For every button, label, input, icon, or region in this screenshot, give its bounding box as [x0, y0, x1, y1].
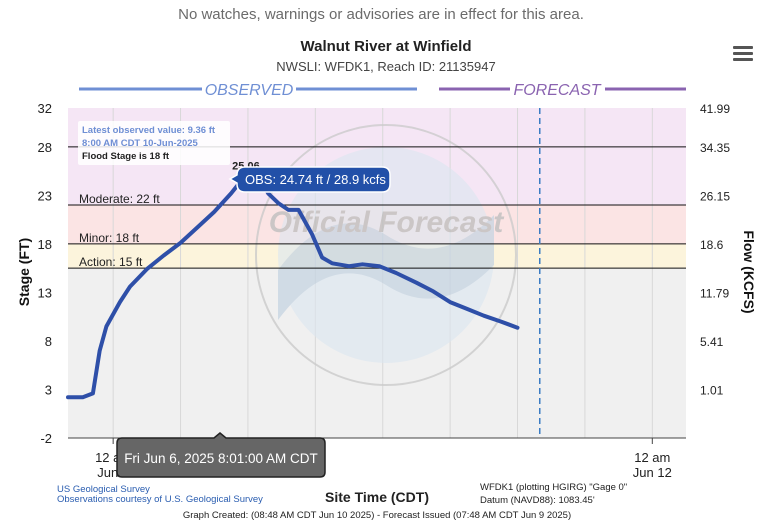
- chart-title: Walnut River at Winfield: [301, 38, 472, 55]
- minor-stage-label: Minor: 18 ft: [79, 231, 140, 245]
- flow-tick-label: 5.41: [700, 335, 724, 349]
- flow-tick-label: 34.35: [700, 141, 730, 155]
- no-advisories-banner: No watches, warnings or advisories are i…: [178, 6, 584, 23]
- y-tick-label: 3: [45, 382, 52, 397]
- flow-axis-title: Flow (KCFS): [741, 230, 757, 313]
- flood-stage-note: Flood Stage is 18 ft: [82, 151, 170, 162]
- flow-tick-label: 1.01: [700, 383, 724, 397]
- flow-tick-label: 41.99: [700, 102, 730, 116]
- y-tick-label: 8: [45, 334, 52, 349]
- flow-tick-label: 26.15: [700, 189, 730, 203]
- forecast-section-label: FORECAST: [513, 82, 601, 99]
- obs-tooltip: OBS: 24.74 ft / 28.9 kcfs: [228, 166, 391, 193]
- y-tick-label: 28: [38, 140, 52, 155]
- flow-axis-ticks: 41.99 34.35 26.15 18.6 11.79 5.41 1.01: [700, 102, 730, 397]
- flow-tick-label: 11.79: [700, 286, 729, 300]
- datum-elevation-note: Datum (NAVD88): 1083.45': [480, 495, 595, 506]
- y-tick-label: 23: [38, 188, 52, 203]
- y-tick-label: 13: [38, 285, 52, 300]
- watermark-text: Official Forecast: [269, 206, 506, 239]
- observed-stage-line: [66, 173, 520, 400]
- moderate-stage-label: Moderate: 22 ft: [79, 192, 160, 206]
- y-axis-ticks: -2 3 8 13 18 23 28 32: [38, 101, 52, 446]
- graph-created-note: Graph Created: (08:48 AM CDT Jun 10 2025…: [183, 510, 571, 521]
- x-axis-title: Site Time (CDT): [325, 489, 429, 505]
- x-tick-date: Jun 12: [633, 465, 672, 480]
- y-tick-label: -2: [40, 431, 52, 446]
- action-stage-label: Action: 15 ft: [79, 255, 143, 269]
- usgs-observations-link[interactable]: Observations courtesy of U.S. Geological…: [57, 494, 263, 505]
- usgs-credit-link[interactable]: US Geological Survey: [57, 484, 150, 495]
- y-tick-label: 18: [38, 237, 52, 252]
- latest-observed-value: Latest observed value: 9.36 ft: [82, 125, 216, 136]
- latest-observed-box: Latest observed value: 9.36 ft 8:00 AM C…: [78, 121, 230, 165]
- gage-datum-note: WFDK1 (plotting HGIRG) "Gage 0": [480, 482, 627, 493]
- time-tooltip: Fri Jun 6, 2025 8:01:00 AM CDT: [116, 432, 326, 478]
- observed-section-label: OBSERVED: [205, 82, 294, 99]
- x-tick-time: 12 am: [634, 450, 670, 465]
- latest-observed-time: 8:00 AM CDT 10-Jun-2025: [82, 138, 199, 149]
- time-tooltip-text: Fri Jun 6, 2025 8:01:00 AM CDT: [124, 451, 318, 466]
- hamburger-menu-icon[interactable]: [733, 46, 753, 62]
- obs-tooltip-text: OBS: 24.74 ft / 28.9 kcfs: [245, 172, 386, 187]
- chart-subtitle: NWSLI: WFDK1, Reach ID: 21135947: [276, 59, 495, 74]
- flood-category-labels: Moderate: 22 ft Minor: 18 ft Action: 15 ft: [79, 192, 160, 269]
- y-axis-title: Stage (FT): [16, 238, 32, 306]
- flow-tick-label: 18.6: [700, 238, 724, 252]
- y-tick-label: 32: [38, 101, 52, 116]
